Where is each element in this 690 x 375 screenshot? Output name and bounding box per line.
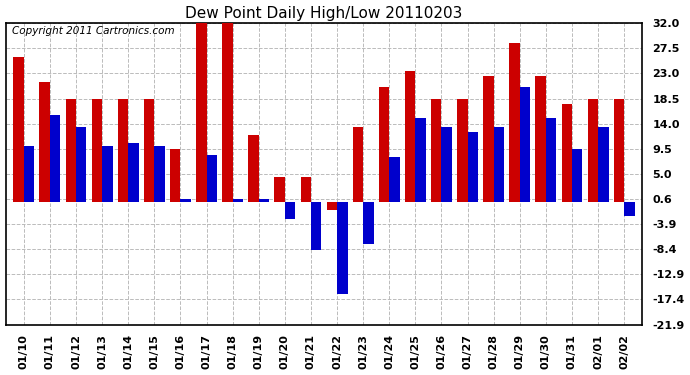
Bar [598,127,609,202]
Bar [66,99,76,202]
Bar [248,135,259,202]
Bar [13,57,24,202]
Bar [92,99,102,202]
Bar [405,70,415,202]
Bar [222,23,233,202]
Bar [535,76,546,202]
Bar [50,116,60,202]
Bar [389,158,400,202]
Text: Copyright 2011 Cartronics.com: Copyright 2011 Cartronics.com [12,26,175,36]
Bar [415,118,426,202]
Bar [24,146,34,202]
Bar [118,99,128,202]
Bar [233,199,243,202]
Bar [76,127,86,202]
Bar [102,146,112,202]
Bar [144,99,155,202]
Bar [181,199,191,202]
Bar [311,202,322,250]
Bar [285,202,295,219]
Bar [379,87,389,202]
Bar [483,76,493,202]
Bar [155,146,165,202]
Bar [509,43,520,202]
Bar [546,118,556,202]
Bar [614,99,624,202]
Bar [353,127,363,202]
Bar [562,104,572,202]
Bar [206,154,217,202]
Bar [39,82,50,202]
Bar [457,99,468,202]
Bar [431,99,442,202]
Title: Dew Point Daily High/Low 20110203: Dew Point Daily High/Low 20110203 [186,6,463,21]
Bar [624,202,635,216]
Bar [520,87,530,202]
Bar [468,132,478,202]
Bar [259,199,269,202]
Bar [275,177,285,202]
Bar [493,127,504,202]
Bar [363,202,373,244]
Bar [588,99,598,202]
Bar [326,202,337,210]
Bar [442,127,452,202]
Bar [128,143,139,202]
Bar [572,149,582,202]
Bar [196,23,206,202]
Bar [170,149,181,202]
Bar [301,177,311,202]
Bar [337,202,348,294]
